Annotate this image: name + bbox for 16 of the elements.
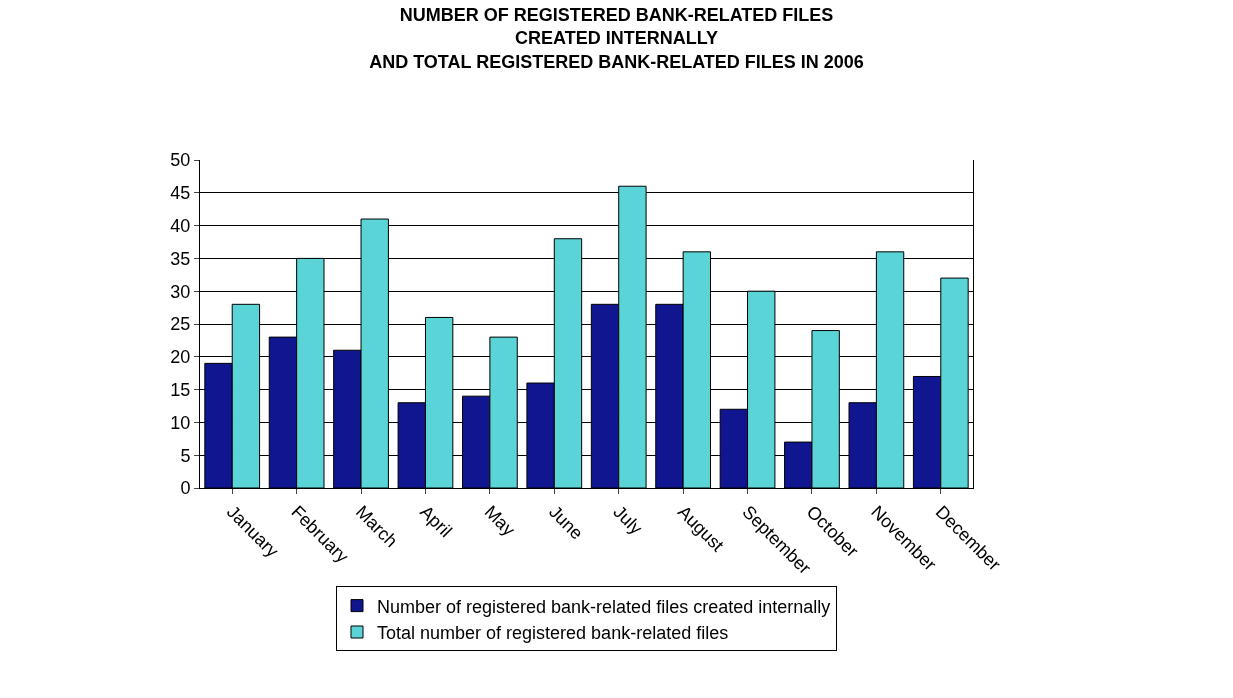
y-tick-label: 20: [170, 347, 191, 368]
chart-title: NUMBER OF REGISTERED BANK-RELATED FILES CREATED INTERNALLY AND TOTAL REGISTERED BANK-RELATED FILES IN 2006: [369, 4, 864, 72]
y-tick-label: 10: [170, 412, 191, 433]
y-tick-label: 5: [180, 445, 191, 466]
y-tick-label: 0: [180, 478, 191, 499]
y-tick-label: 40: [170, 215, 191, 236]
y-tick-label: 50: [170, 150, 191, 171]
x-tick-label: April: [416, 501, 456, 542]
y-tick-label: 30: [170, 281, 191, 302]
y-tick-label: 25: [170, 314, 191, 335]
x-tick-label: July: [609, 501, 647, 539]
y-tick-label: 35: [170, 248, 191, 269]
legend-label: Number of registered bank-related files created internally: [377, 596, 831, 617]
legend-label: Total number of registered bank-related files: [377, 623, 729, 644]
y-tick-label: 15: [170, 379, 191, 400]
y-tick-label: 45: [170, 183, 191, 204]
